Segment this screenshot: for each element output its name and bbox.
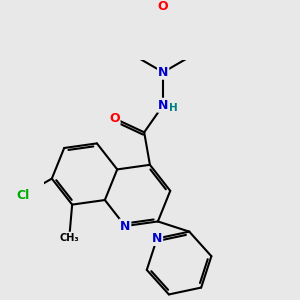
Text: N: N — [158, 99, 168, 112]
Text: H: H — [169, 103, 177, 112]
Text: Cl: Cl — [16, 189, 30, 202]
Text: N: N — [120, 220, 130, 232]
Text: O: O — [109, 112, 120, 125]
Text: N: N — [158, 66, 168, 79]
Text: N: N — [152, 232, 162, 245]
Text: O: O — [158, 0, 168, 13]
Text: CH₃: CH₃ — [59, 232, 79, 242]
